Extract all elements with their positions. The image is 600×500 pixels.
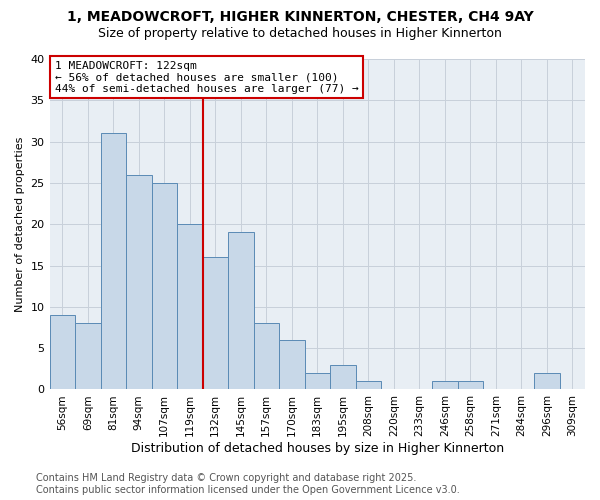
Bar [279,340,305,390]
Bar [432,381,458,390]
Text: Size of property relative to detached houses in Higher Kinnerton: Size of property relative to detached ho… [98,28,502,40]
Bar [254,324,279,390]
Bar [101,134,126,390]
Bar [50,315,75,390]
Bar [152,183,177,390]
Bar [458,381,483,390]
Text: Contains HM Land Registry data © Crown copyright and database right 2025.
Contai: Contains HM Land Registry data © Crown c… [36,474,460,495]
Bar [126,174,152,390]
Bar [228,232,254,390]
Text: 1 MEADOWCROFT: 122sqm
← 56% of detached houses are smaller (100)
44% of semi-det: 1 MEADOWCROFT: 122sqm ← 56% of detached … [55,60,359,94]
Y-axis label: Number of detached properties: Number of detached properties [15,136,25,312]
Bar [75,324,101,390]
Text: 1, MEADOWCROFT, HIGHER KINNERTON, CHESTER, CH4 9AY: 1, MEADOWCROFT, HIGHER KINNERTON, CHESTE… [67,10,533,24]
Bar [203,258,228,390]
Bar [330,364,356,390]
Bar [177,224,203,390]
Bar [356,381,381,390]
Bar [305,373,330,390]
X-axis label: Distribution of detached houses by size in Higher Kinnerton: Distribution of detached houses by size … [131,442,504,455]
Bar [534,373,560,390]
